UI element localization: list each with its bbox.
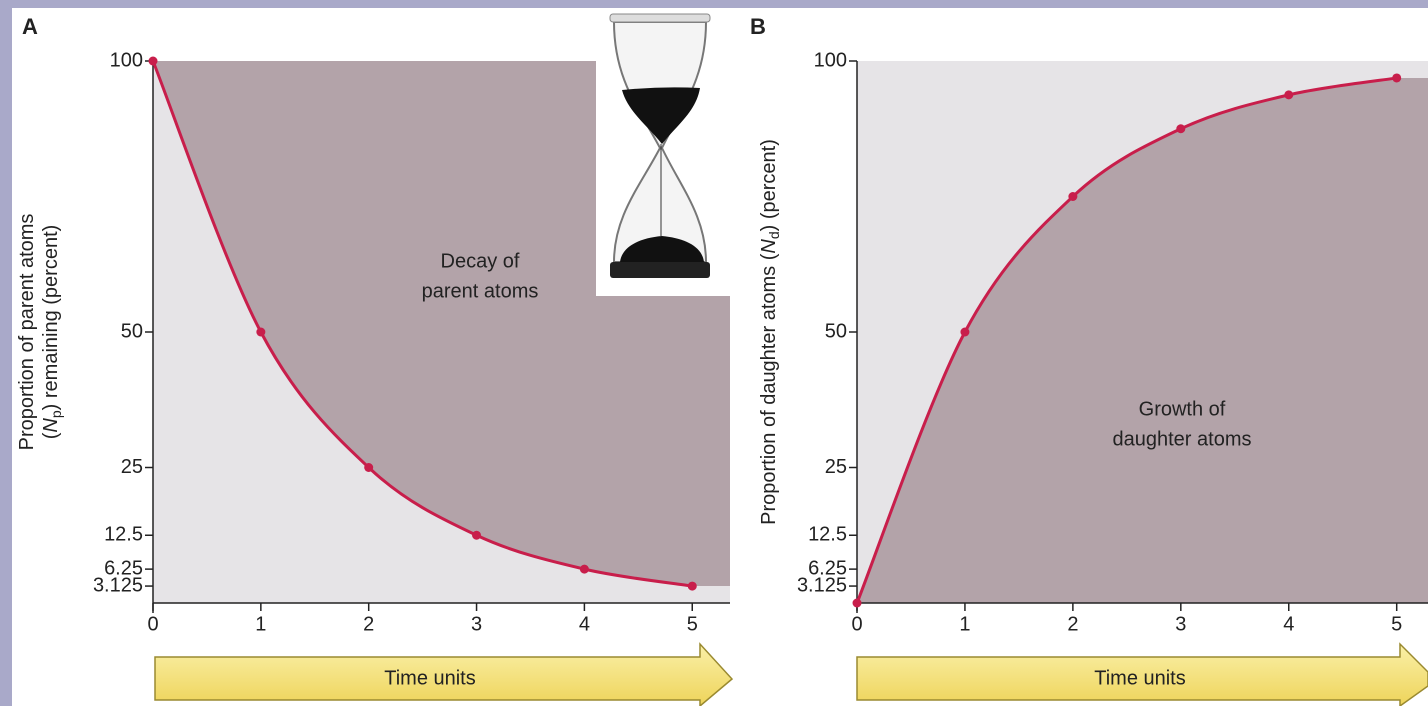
annotation: parent atoms: [422, 280, 539, 302]
annotation: daughter atoms: [1113, 428, 1252, 450]
y-axis-label: Proportion of parent atoms: [16, 214, 38, 451]
data-point: [1284, 90, 1294, 100]
x-tick-label: 2: [1067, 613, 1078, 635]
y-axis-label-part: p: [48, 410, 64, 418]
arrow: [154, 642, 1428, 706]
y-axis-label-part: N: [40, 418, 62, 433]
y-tick-label: 12.5: [104, 524, 143, 546]
y-axis-label-part: ) (percent): [758, 139, 780, 231]
data-point: [472, 530, 482, 540]
y-tick-label: 6.25: [104, 557, 143, 579]
data-point: [1176, 124, 1186, 134]
x-tick-label: 0: [147, 613, 158, 635]
x-tick-label: 5: [687, 613, 698, 635]
x-tick-label: 3: [471, 613, 482, 635]
y-tick-label: 25: [825, 456, 847, 478]
shaded-area: [857, 77, 1428, 603]
data-point: [364, 463, 374, 472]
panel-label: B: [750, 14, 766, 39]
data-point: [1068, 192, 1078, 201]
data-point: [579, 564, 589, 574]
annotation: Decay of: [441, 250, 520, 272]
data-point: [148, 56, 158, 66]
y-tick-label: 3.125: [93, 574, 143, 596]
y-axis-label-part: ) remaining (percent): [40, 225, 62, 411]
y-axis-label-part: (: [40, 432, 62, 439]
hourglass: [596, 8, 730, 296]
x-tick-label: 2: [363, 613, 374, 635]
y-tick-label: 100: [814, 49, 847, 71]
data-point: [256, 327, 266, 337]
annotation: Growth of: [1139, 398, 1226, 420]
x-tick-label: 0: [851, 613, 862, 635]
data-point: [852, 598, 862, 608]
data-point: [1392, 73, 1402, 83]
y-tick-label: 50: [121, 320, 143, 342]
x-axis-label: Time units: [384, 667, 476, 689]
y-axis-label: (Np) remaining (percent): [40, 225, 63, 440]
x-tick-label: 3: [1175, 613, 1186, 635]
y-tick-label: 6.25: [808, 557, 847, 579]
y-tick-label: 12.5: [808, 524, 847, 546]
x-tick-label: 1: [255, 613, 266, 635]
x-axis-label: Time units: [1094, 667, 1186, 689]
x-tick-label: 4: [579, 613, 590, 635]
y-axis-label-part: N: [758, 239, 780, 254]
y-tick-label: 3.125: [797, 574, 847, 596]
x-tick-label: 5: [1391, 613, 1402, 635]
panel-label: A: [22, 14, 38, 39]
y-axis-label-part: Proportion of parent atoms: [16, 214, 38, 451]
y-tick-label: 25: [121, 456, 143, 478]
y-tick-label: 50: [825, 320, 847, 342]
data-point: [687, 581, 697, 591]
y-axis-label-part: d: [766, 231, 782, 239]
y-tick-label: 100: [110, 49, 143, 71]
data-point: [960, 327, 970, 337]
x-tick-label: 1: [959, 613, 970, 635]
shaded-area: [153, 61, 730, 587]
y-axis-label-part: Proportion of daughter atoms (: [758, 253, 780, 525]
y-axis-label: Proportion of daughter atoms (Nd) (perce…: [758, 139, 781, 525]
x-tick-label: 4: [1283, 613, 1294, 635]
